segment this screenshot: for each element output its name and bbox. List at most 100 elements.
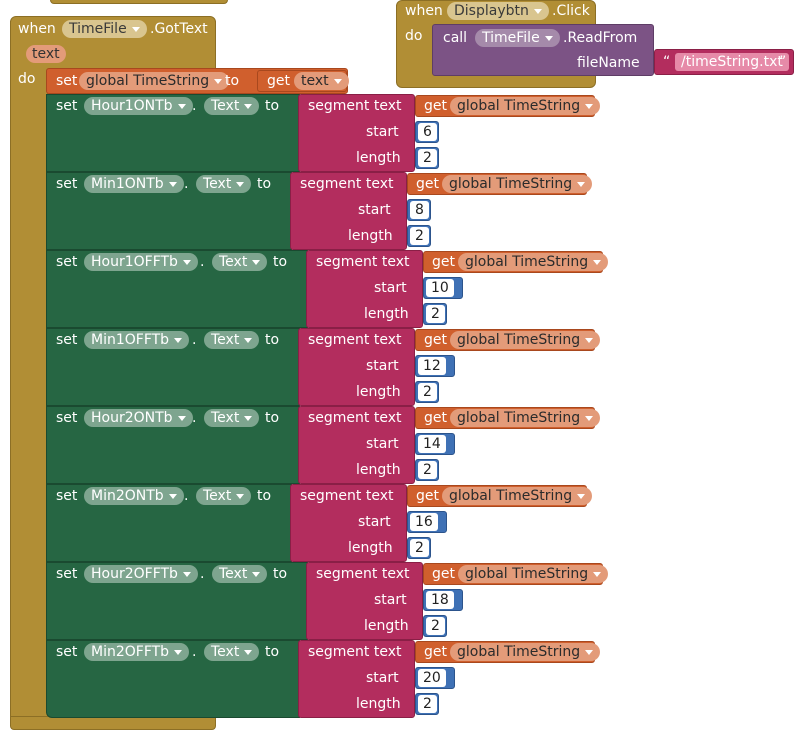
setter-component-dropdown[interactable]: Hour1ONTb [84, 97, 193, 115]
when-timefile-gottext-block[interactable]: when TimeFile .GotText text do [10, 16, 216, 730]
segment-text-block[interactable] [306, 562, 423, 640]
setter-property-dropdown[interactable]: Text [212, 565, 268, 583]
start-number-value[interactable]: 16 [410, 513, 438, 531]
setter-component-dropdown[interactable]: Min1ONTb [84, 175, 184, 193]
length-number-value[interactable]: 2 [426, 617, 445, 635]
when2-label: when [405, 3, 443, 19]
setter-component-dropdown[interactable]: Min2ONTb [84, 487, 184, 505]
segment-length-label: length [356, 462, 401, 478]
length-number-value[interactable]: 2 [418, 149, 437, 167]
setter-to-label: to [273, 566, 288, 582]
segment-text-label: segment text [308, 644, 402, 660]
segment-text-block[interactable] [298, 328, 415, 406]
segment-start-label: start [374, 592, 407, 608]
setter-set-label: set [56, 566, 78, 582]
get-var-dropdown[interactable]: global TimeString [450, 409, 601, 427]
call-component-dropdown[interactable]: TimeFile [475, 29, 560, 47]
get-label: get [416, 176, 439, 192]
length-number-value[interactable]: 2 [418, 383, 437, 401]
setter-set-label: set [56, 98, 78, 114]
get-var-dropdown[interactable]: global TimeString [450, 331, 601, 349]
setter-to-label: to [265, 332, 280, 348]
segment-text-block[interactable] [290, 172, 407, 250]
start-number-value[interactable]: 20 [418, 669, 446, 687]
setter-component-dropdown[interactable]: Min2OFFTb [84, 643, 190, 661]
start-number-value[interactable]: 18 [426, 591, 454, 609]
setter-to-label: to [273, 254, 288, 270]
setter-property-dropdown[interactable]: Text [196, 175, 252, 193]
filename-text-block[interactable]: “ /timeString.txt ” [654, 49, 794, 75]
setter-to-label: to [257, 176, 272, 192]
call-timefile-readfrom-block[interactable]: call TimeFile .ReadFrom fileName [432, 24, 654, 76]
get-label: get [424, 410, 447, 426]
setter-dot: . [192, 644, 197, 660]
setter-component-dropdown[interactable]: Hour1OFFTb [84, 253, 198, 271]
get-text-block[interactable]: get text [257, 70, 349, 92]
get-var-dropdown[interactable]: global TimeString [450, 97, 601, 115]
setter-property-dropdown[interactable]: Text [204, 643, 260, 661]
setter-property-dropdown[interactable]: Text [196, 487, 252, 505]
setter-dot: . [184, 488, 189, 504]
filename-label: fileName [577, 55, 640, 71]
setter-property-dropdown[interactable]: Text [204, 97, 260, 115]
get-var-dropdown[interactable]: global TimeString [450, 643, 601, 661]
setter-set-label: set [56, 644, 78, 660]
setter-dot: . [200, 566, 205, 582]
setter-property-dropdown[interactable]: Text [212, 253, 268, 271]
segment-text-label: segment text [300, 176, 394, 192]
segment-start-label: start [366, 124, 399, 140]
set-global-timestring-block[interactable]: set global TimeString to get text [46, 68, 349, 94]
segment-text-block[interactable] [298, 640, 415, 718]
segment-start-label: start [366, 670, 399, 686]
event-component-dropdown[interactable]: TimeFile [62, 20, 147, 38]
length-number-value[interactable]: 2 [418, 695, 437, 713]
event2-component-dropdown[interactable]: Displaybtn [447, 2, 549, 20]
get-var-dropdown[interactable]: global TimeString [458, 253, 609, 271]
start-number-value[interactable]: 8 [410, 201, 429, 219]
get-label: get [424, 332, 447, 348]
setter-to-label: to [257, 488, 272, 504]
setter-dot: . [192, 98, 197, 114]
setter-dot: . [200, 254, 205, 270]
global-var-dropdown[interactable]: global TimeString [79, 72, 230, 90]
when-label: when [18, 21, 56, 37]
segment-text-label: segment text [300, 488, 394, 504]
length-number-value[interactable]: 2 [410, 539, 429, 557]
setter-component-dropdown[interactable]: Min1OFFTb [84, 331, 190, 349]
to-label: to [225, 73, 240, 89]
get-label: get [416, 488, 439, 504]
start-number-value[interactable]: 10 [426, 279, 454, 297]
setter-dot: . [192, 332, 197, 348]
segment-text-block[interactable] [290, 484, 407, 562]
event-param-text[interactable]: text [26, 45, 66, 63]
start-number-value[interactable]: 14 [418, 435, 446, 453]
segment-text-label: segment text [316, 566, 410, 582]
setter-property-dropdown[interactable]: Text [204, 331, 260, 349]
segment-text-block[interactable] [306, 250, 423, 328]
length-number-value[interactable]: 2 [418, 461, 437, 479]
filename-value[interactable]: /timeString.txt [675, 53, 789, 71]
event-name: .GotText [150, 21, 208, 37]
start-number-value[interactable]: 12 [418, 357, 446, 375]
segment-text-block[interactable] [298, 406, 415, 484]
segment-length-label: length [348, 228, 393, 244]
do2-label: do [405, 28, 423, 44]
get-var-dropdown[interactable]: text [294, 72, 349, 90]
segment-text-label: segment text [308, 410, 402, 426]
setter-to-label: to [265, 644, 280, 660]
setter-component-dropdown[interactable]: Hour2OFFTb [84, 565, 198, 583]
cropped-block-top [50, 0, 228, 4]
setter-component-dropdown[interactable]: Hour2ONTb [84, 409, 193, 427]
quote-open: “ [663, 54, 671, 70]
setter-set-label: set [56, 254, 78, 270]
length-number-value[interactable]: 2 [410, 227, 429, 245]
get-var-dropdown[interactable]: global TimeString [458, 565, 609, 583]
setter-dot: . [192, 410, 197, 426]
get-var-dropdown[interactable]: global TimeString [442, 487, 593, 505]
get-var-dropdown[interactable]: global TimeString [442, 175, 593, 193]
start-number-value[interactable]: 6 [418, 123, 437, 141]
setter-set-label: set [56, 176, 78, 192]
setter-property-dropdown[interactable]: Text [204, 409, 260, 427]
length-number-value[interactable]: 2 [426, 305, 445, 323]
segment-text-block[interactable] [298, 94, 415, 172]
